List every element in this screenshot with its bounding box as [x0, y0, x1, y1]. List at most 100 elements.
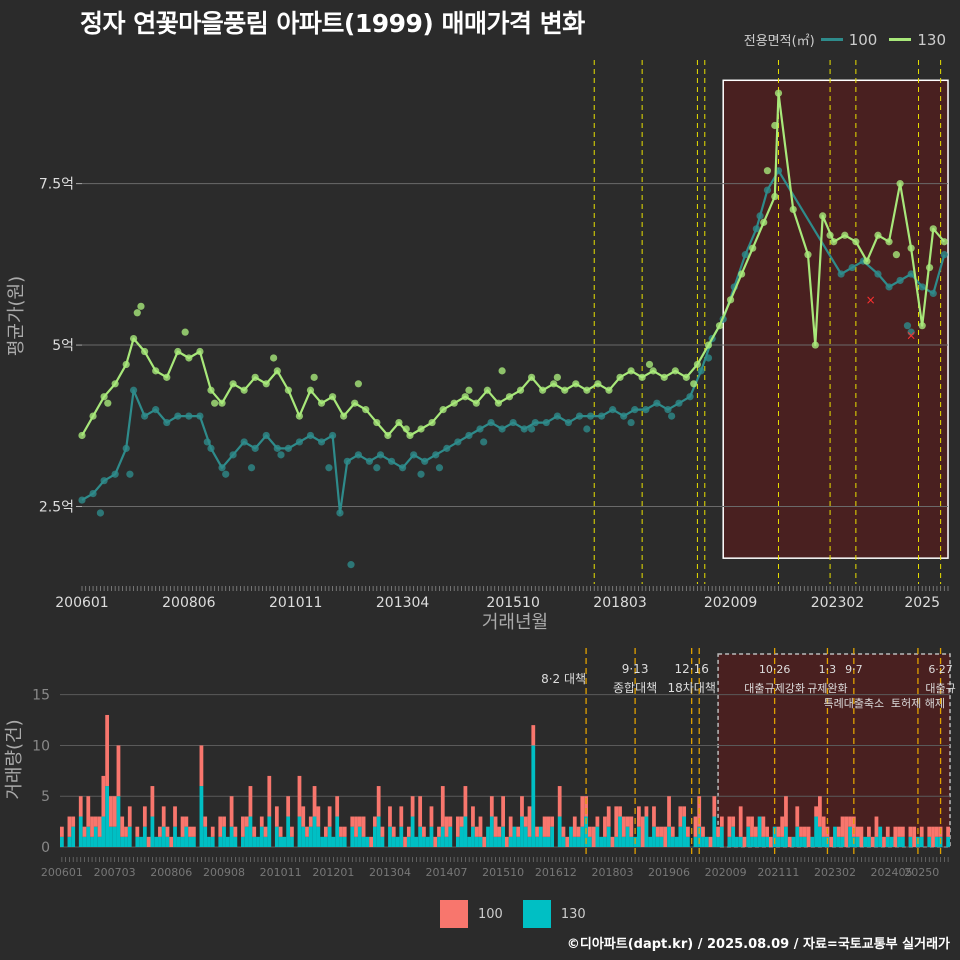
- bar-100: [765, 826, 769, 837]
- data-point-130: [553, 373, 561, 381]
- data-point-130: [306, 386, 315, 394]
- bar-130: [678, 826, 683, 847]
- legend-key-130: [889, 38, 912, 41]
- bar-130: [229, 826, 234, 847]
- data-point-130: [498, 367, 506, 375]
- bar-130: [848, 826, 852, 847]
- bar-130: [93, 826, 98, 847]
- data-point-130: [583, 386, 591, 394]
- data-point-130: [907, 244, 915, 252]
- data-point-100: [929, 289, 937, 297]
- data-point-100: [631, 406, 639, 414]
- bar-100: [625, 816, 630, 827]
- bar-130: [867, 836, 871, 847]
- data-point-130: [505, 393, 514, 401]
- bar-130: [97, 836, 102, 847]
- data-point-100: [347, 561, 355, 569]
- bar-130: [120, 836, 125, 847]
- data-point-130: [645, 360, 654, 369]
- bar-130: [90, 836, 94, 847]
- data-point-130: [78, 431, 86, 440]
- data-point-100: [185, 412, 193, 420]
- data-point-100: [100, 477, 108, 485]
- bar-100: [893, 826, 898, 847]
- bar-100: [146, 836, 151, 847]
- data-point-100: [435, 464, 444, 472]
- data-point-130: [874, 231, 882, 239]
- bar-130: [380, 836, 385, 847]
- bar-100: [188, 826, 192, 837]
- bar-130: [388, 826, 392, 847]
- bar-130: [576, 836, 581, 847]
- bar-100: [912, 826, 917, 847]
- bar-100: [233, 826, 238, 837]
- data-point-100: [487, 418, 495, 427]
- data-point-130: [163, 373, 171, 381]
- x-tick-label: 202009: [704, 595, 757, 611]
- data-point-130: [196, 347, 204, 356]
- data-point-100: [675, 399, 683, 407]
- bar-100: [829, 836, 834, 847]
- bar-130: [323, 836, 328, 847]
- data-point-130: [152, 367, 160, 375]
- data-point-130: [539, 386, 547, 394]
- bar-100: [259, 816, 264, 827]
- bar-130: [606, 826, 611, 847]
- bar-100: [523, 816, 528, 827]
- bar-130: [101, 816, 106, 847]
- data-point-100: [476, 425, 484, 433]
- bar-100: [380, 826, 385, 837]
- data-point-100: [410, 451, 418, 459]
- bar-100: [780, 816, 785, 837]
- data-point-130: [774, 89, 783, 97]
- bar-130: [572, 836, 577, 847]
- data-point-130: [918, 322, 926, 330]
- bar-100: [603, 816, 607, 837]
- bar-130: [471, 826, 475, 847]
- data-point-100: [741, 251, 749, 259]
- data-point-130: [406, 431, 414, 440]
- volume-y-tick-label: 10: [32, 738, 50, 754]
- bar-130: [437, 836, 441, 847]
- bar-100: [719, 816, 724, 827]
- bar-100: [165, 826, 170, 837]
- data-point-130: [627, 367, 635, 375]
- bar-130: [459, 826, 464, 847]
- data-point-130: [483, 386, 491, 394]
- bar-100: [742, 836, 747, 847]
- bar-100: [640, 816, 645, 847]
- policy-date-label: 1·3: [819, 663, 837, 676]
- data-point-100: [609, 406, 617, 414]
- bar-130: [791, 836, 796, 847]
- bar-100: [934, 826, 939, 837]
- bar-100: [535, 826, 539, 837]
- x-tick-label: 201510: [486, 595, 539, 611]
- policy-text-label: 대출규제강화: [744, 682, 805, 695]
- data-point-100: [284, 444, 292, 452]
- bar-130: [297, 816, 302, 847]
- data-point-130: [174, 347, 182, 356]
- bar-100: [614, 806, 619, 837]
- bar-100: [840, 816, 845, 837]
- bar-100: [308, 816, 313, 827]
- bar-130: [569, 826, 573, 847]
- bar-130: [478, 836, 483, 847]
- bar-130: [335, 816, 340, 847]
- bar-130: [361, 836, 366, 847]
- bar-100: [376, 786, 381, 817]
- data-point-130: [550, 380, 558, 388]
- bar-100: [142, 806, 147, 827]
- data-point-130: [690, 380, 698, 388]
- bar-130: [750, 836, 754, 847]
- bar-130: [561, 836, 566, 847]
- data-point-130: [572, 380, 580, 388]
- bar-130: [339, 836, 343, 847]
- bar-130: [776, 836, 781, 847]
- data-point-130: [211, 399, 219, 407]
- bar-130: [946, 836, 950, 847]
- bar-130: [542, 836, 547, 847]
- bar-130: [425, 836, 430, 847]
- policy-date-label: 10·26: [759, 663, 791, 676]
- bar-100: [882, 836, 886, 847]
